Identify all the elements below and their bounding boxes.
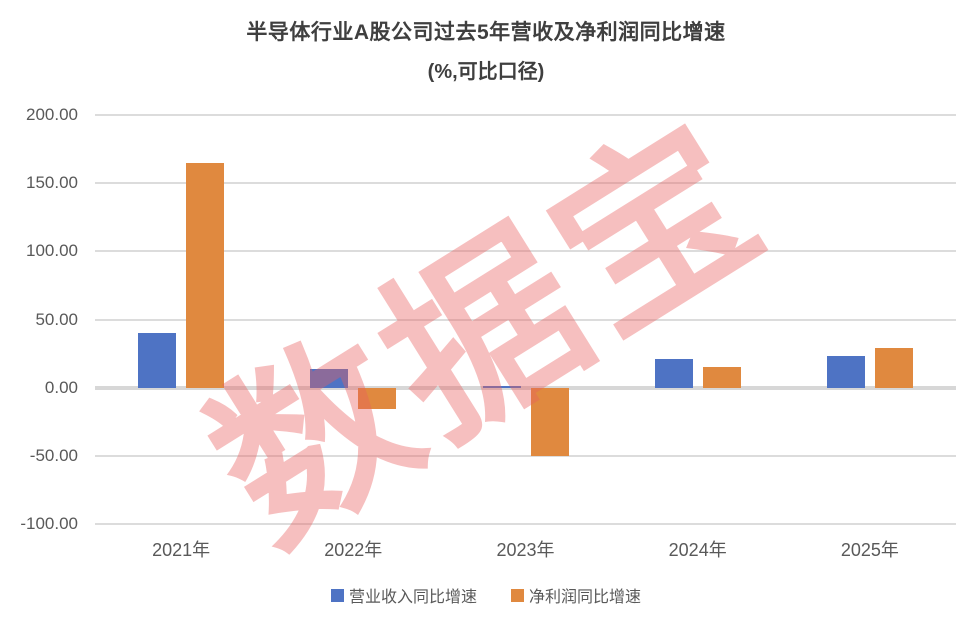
legend-swatch-icon: [330, 588, 344, 602]
y-axis-tick-label: -50.00: [29, 445, 78, 465]
x-axis-category-label: 2022年: [324, 540, 383, 560]
chart-subtitle: (%,可比口径): [427, 61, 545, 83]
bar-revenue-2022年: [310, 368, 349, 388]
bar-revenue-2024年: [654, 359, 693, 388]
bar-revenue-2021年: [138, 333, 177, 388]
x-axis-category-label: 2021年: [152, 540, 211, 560]
legend-label: 营业收入同比增速: [348, 589, 477, 606]
y-axis-tick-label: 200.00: [26, 105, 78, 124]
gridline: [95, 523, 956, 525]
bar-profit-2023年: [530, 387, 569, 456]
bar-profit-2022年: [358, 387, 397, 410]
y-axis-tick-label: -100.00: [20, 514, 78, 533]
bar-profit-2025年: [874, 348, 913, 388]
legend: 营业收入同比增速 净利润同比增速: [0, 583, 972, 607]
y-axis-tick-label: 150.00: [26, 173, 78, 193]
legend-item-revenue: 营业收入同比增速: [330, 583, 477, 607]
legend-label: 净利润同比增速: [529, 589, 642, 606]
gridline: [95, 182, 956, 185]
x-axis-zero-line: [95, 385, 956, 390]
gridline: [95, 114, 956, 116]
x-axis-category-label: 2025年: [840, 540, 899, 560]
y-axis-tick-label: 0.00: [44, 377, 78, 397]
bar-revenue-2025年: [826, 356, 865, 388]
x-axis-category-label: 2024年: [668, 540, 727, 560]
legend-swatch-icon: [511, 588, 524, 602]
gridline: [95, 250, 956, 253]
bar-profit-2021年: [186, 162, 225, 388]
legend-item-profit: 净利润同比增速: [511, 583, 641, 607]
x-axis-category-label: 2023年: [496, 540, 555, 560]
bar-revenue-2023年: [482, 385, 521, 388]
bar-profit-2024年: [702, 367, 741, 388]
y-axis-tick-label: 100.00: [26, 241, 78, 261]
gridline: [95, 318, 956, 321]
y-axis-tick-label: 50.00: [35, 309, 78, 329]
chart-title: 半导体行业A股公司过去5年营收及净利润同比增速: [246, 21, 726, 44]
gridline: [95, 454, 956, 457]
